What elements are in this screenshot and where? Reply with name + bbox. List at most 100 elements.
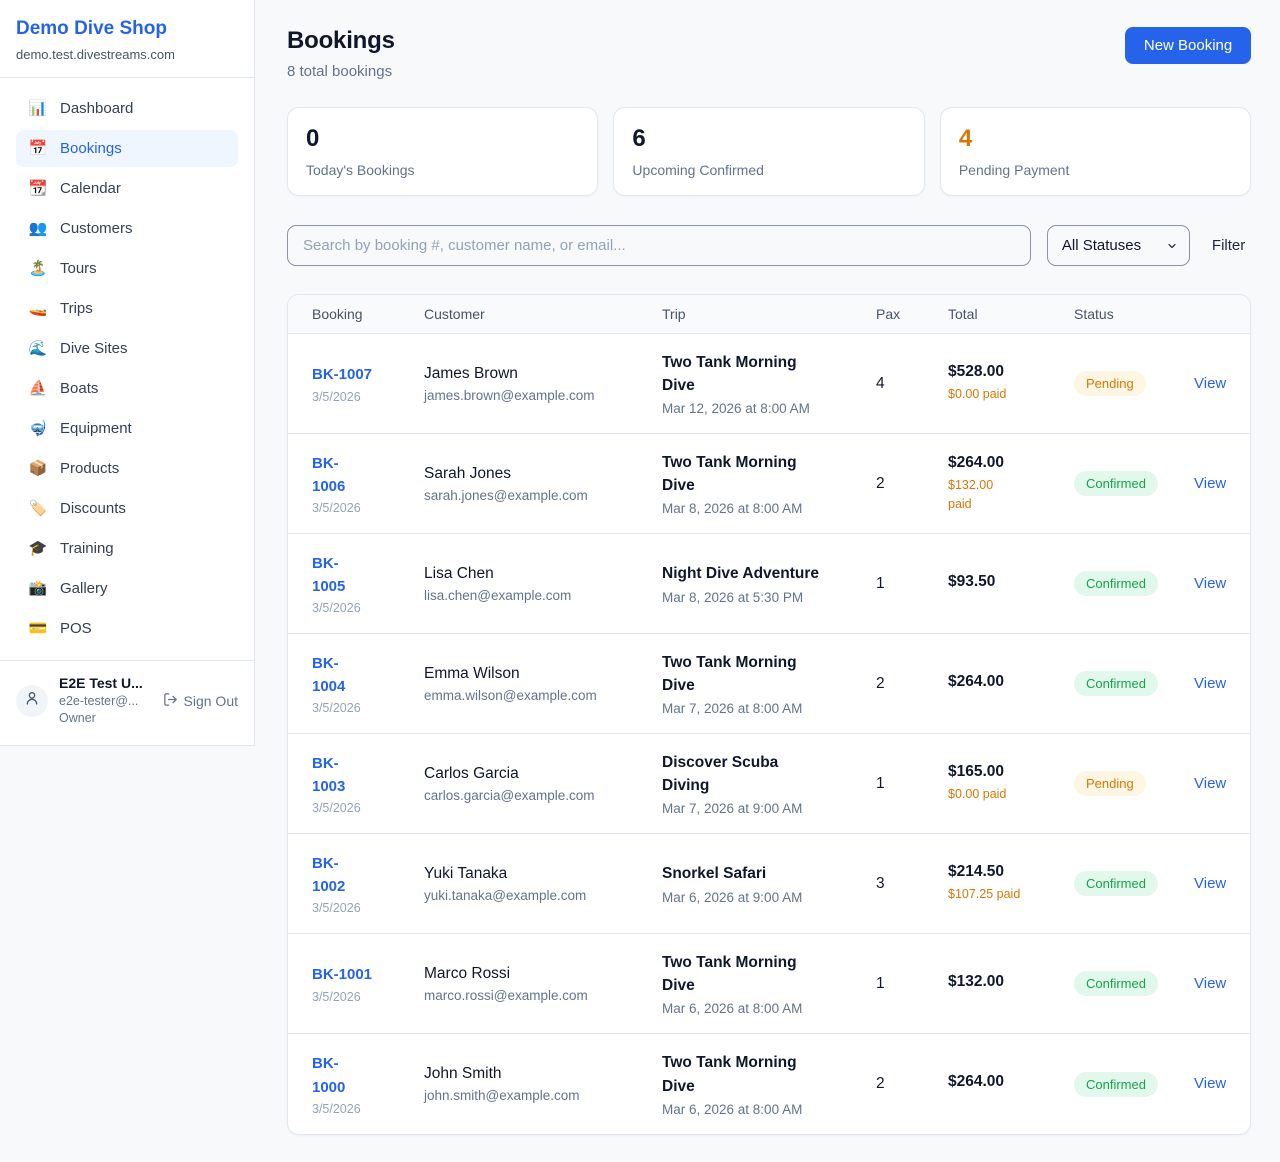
trip-name: Snorkel Safari bbox=[662, 865, 767, 883]
status-cell: Confirmed bbox=[1074, 471, 1194, 496]
people-icon: 👥 bbox=[28, 220, 48, 237]
status-cell: Confirmed bbox=[1074, 871, 1194, 896]
avatar bbox=[16, 684, 48, 717]
customer-name: Lisa Chen bbox=[424, 564, 494, 582]
sidebar-item-calendar[interactable]: 📆 Calendar bbox=[16, 170, 238, 207]
trip-cell: Two Tank Morning Dive Mar 8, 2026 at 8:00… bbox=[662, 451, 876, 517]
search-input[interactable] bbox=[287, 225, 1031, 266]
stat-value: 0 bbox=[306, 125, 320, 152]
pax-count: 3 bbox=[876, 874, 885, 892]
total-cell: $214.50 $107.25 paid bbox=[948, 863, 1074, 904]
view-cell: View bbox=[1194, 375, 1226, 393]
status-cell: Confirmed bbox=[1074, 571, 1194, 596]
col-header-total: Total bbox=[948, 306, 978, 322]
total-amount: $264.00 bbox=[948, 453, 1005, 471]
view-link[interactable]: View bbox=[1194, 774, 1227, 792]
paid-amount: $0.00 paid bbox=[948, 387, 1007, 402]
booking-id-link[interactable]: BK-1001 bbox=[312, 966, 373, 984]
trip-datetime: Mar 8, 2026 at 8:00 AM bbox=[662, 501, 803, 517]
customer-name: Sarah Jones bbox=[424, 464, 512, 482]
view-cell: View bbox=[1194, 475, 1226, 493]
booking-date: 3/5/2026 bbox=[312, 1101, 361, 1116]
booking-id-link[interactable]: BK- 1006 bbox=[312, 454, 346, 495]
graduation-cap-icon: 🎓 bbox=[28, 540, 48, 557]
booking-cell: BK- 1005 3/5/2026 bbox=[312, 552, 424, 616]
sidebar-item-customers[interactable]: 👥 Customers bbox=[16, 210, 238, 247]
sidebar-item-pos[interactable]: 💳 POS bbox=[16, 610, 238, 647]
customer-name: James Brown bbox=[424, 364, 518, 382]
customer-name: Carlos Garcia bbox=[424, 764, 519, 782]
booking-cell: BK- 1004 3/5/2026 bbox=[312, 652, 424, 716]
status-cell: Pending bbox=[1074, 771, 1194, 796]
trip-name: Two Tank Morning Dive bbox=[662, 953, 797, 994]
view-cell: View bbox=[1194, 675, 1226, 693]
sidebar-item-dashboard[interactable]: 📊 Dashboard bbox=[16, 90, 238, 127]
status-badge: Confirmed bbox=[1074, 571, 1158, 596]
page-subtitle: 8 total bookings bbox=[287, 63, 393, 80]
booking-id-link[interactable]: BK- 1002 bbox=[312, 854, 346, 895]
booking-id-link[interactable]: BK-1007 bbox=[312, 366, 373, 384]
sidebar-item-training[interactable]: 🎓 Training bbox=[16, 530, 238, 567]
sign-out-button[interactable]: Sign Out bbox=[163, 692, 238, 710]
sidebar-item-label: Gallery bbox=[60, 580, 108, 597]
view-link[interactable]: View bbox=[1194, 474, 1227, 492]
view-link[interactable]: View bbox=[1194, 874, 1227, 892]
customer-email: emma.wilson@example.com bbox=[424, 687, 597, 703]
view-link[interactable]: View bbox=[1194, 374, 1227, 392]
sidebar-item-boats[interactable]: ⛵ Boats bbox=[16, 370, 238, 407]
filter-button[interactable]: Filter bbox=[1206, 237, 1251, 254]
user-icon bbox=[24, 690, 40, 711]
sidebar-item-equipment[interactable]: 🤿 Equipment bbox=[16, 410, 238, 447]
total-amount: $132.00 bbox=[948, 972, 1005, 990]
sidebar-item-label: Dive Sites bbox=[60, 340, 128, 357]
sidebar-item-trips[interactable]: 🚤 Trips bbox=[16, 290, 238, 327]
booking-id-link[interactable]: BK- 1003 bbox=[312, 754, 346, 795]
sidebar-item-label: Boats bbox=[60, 380, 99, 397]
user-name: E2E Test U... bbox=[59, 675, 143, 691]
stat-card: 6 Upcoming Confirmed bbox=[613, 107, 925, 196]
sidebar-item-products[interactable]: 📦 Products bbox=[16, 450, 238, 487]
sidebar-item-label: Dashboard bbox=[60, 100, 134, 117]
total-cell: $264.00 bbox=[948, 1073, 1074, 1095]
status-filter-select[interactable]: All Statuses bbox=[1046, 225, 1190, 266]
status-badge: Confirmed bbox=[1074, 671, 1158, 696]
total-cell: $165.00 $0.00 paid bbox=[948, 763, 1074, 804]
sidebar-item-tours[interactable]: 🏝️ Tours bbox=[16, 250, 238, 287]
view-link[interactable]: View bbox=[1194, 574, 1227, 592]
status-filter: All Statuses bbox=[1046, 225, 1190, 266]
status-cell: Confirmed bbox=[1074, 671, 1194, 696]
booking-id-link[interactable]: BK- 1004 bbox=[312, 654, 346, 695]
customer-cell: Sarah Jones sarah.jones@example.com bbox=[424, 465, 662, 503]
sidebar-divider bbox=[0, 77, 254, 78]
sidebar-item-dive-sites[interactable]: 🌊 Dive Sites bbox=[16, 330, 238, 367]
sidebar-item-discounts[interactable]: 🏷️ Discounts bbox=[16, 490, 238, 527]
pax-count: 1 bbox=[876, 574, 885, 592]
sailboat-icon: ⛵ bbox=[28, 380, 48, 397]
status-cell: Confirmed bbox=[1074, 1071, 1194, 1097]
booking-id-link[interactable]: BK- 1005 bbox=[312, 554, 346, 595]
sign-out-label: Sign Out bbox=[183, 692, 238, 709]
booking-cell: BK-1007 3/5/2026 bbox=[312, 363, 424, 403]
sidebar-item-label: Bookings bbox=[60, 140, 122, 157]
customer-email: john.smith@example.com bbox=[424, 1088, 580, 1103]
trip-name: Discover Scuba Diving bbox=[662, 753, 779, 794]
trip-datetime: Mar 6, 2026 at 9:00 AM bbox=[662, 889, 803, 905]
sidebar-item-bookings[interactable]: 📅 Bookings bbox=[16, 130, 238, 167]
stat-value: 6 bbox=[632, 125, 646, 152]
customer-cell: Marco Rossi marco.rossi@example.com bbox=[424, 965, 662, 1003]
view-cell: View bbox=[1194, 875, 1226, 893]
total-amount: $528.00 bbox=[948, 363, 1005, 381]
view-link[interactable]: View bbox=[1194, 974, 1227, 992]
new-booking-button[interactable]: New Booking bbox=[1124, 27, 1252, 64]
stats-row: 0 Today's Bookings 6 Upcoming Confirmed … bbox=[287, 107, 1252, 196]
booking-id-link[interactable]: BK- 1000 bbox=[312, 1055, 346, 1096]
booking-date: 3/5/2026 bbox=[312, 601, 361, 616]
total-amount: $264.00 bbox=[948, 672, 1005, 690]
stat-value: 4 bbox=[958, 125, 973, 152]
camera-icon: 📸 bbox=[28, 580, 48, 597]
view-link[interactable]: View bbox=[1194, 1075, 1227, 1092]
view-link[interactable]: View bbox=[1194, 674, 1227, 692]
sidebar-item-gallery[interactable]: 📸 Gallery bbox=[16, 570, 238, 607]
trip-datetime: Mar 6, 2026 at 8:00 AM bbox=[662, 1101, 803, 1117]
trip-name: Two Tank Morning Dive bbox=[662, 653, 797, 694]
